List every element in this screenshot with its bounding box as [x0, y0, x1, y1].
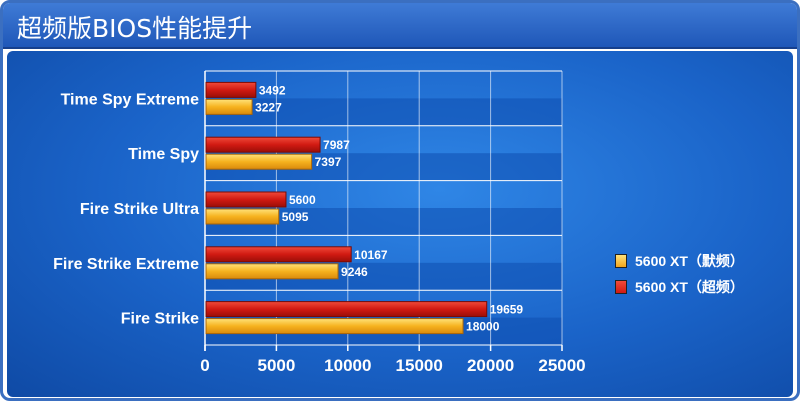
data-label: 3492: [259, 83, 286, 97]
bar-overclock: [205, 191, 287, 208]
data-label: 19659: [490, 303, 524, 317]
category-label: Fire Strike Extreme: [53, 256, 199, 273]
bar-default: [205, 318, 464, 335]
chart-title: 超频版BIOS性能提升: [17, 14, 253, 43]
bar-default: [205, 263, 339, 280]
x-tick-label: 5000: [257, 356, 295, 375]
x-tick-label: 10000: [324, 356, 371, 375]
x-tick-label: 20000: [467, 356, 514, 375]
data-label: 5095: [282, 210, 309, 224]
x-tick-label: 15000: [396, 356, 443, 375]
data-label: 7397: [315, 155, 342, 169]
legend-label-overclock: 5600 XT（超频）: [635, 279, 744, 295]
title-bar: 超频版BIOS性能提升: [3, 3, 797, 49]
data-label: 7987: [323, 138, 350, 152]
bar-overclock: [205, 246, 352, 263]
category-label: Time Spy Extreme: [61, 91, 200, 108]
legend-swatch-default: [615, 254, 627, 268]
legend-swatch-overclock: [615, 280, 627, 294]
category-label: Fire Strike Ultra: [80, 201, 199, 218]
data-label: 18000: [466, 320, 500, 334]
bar-overclock: [205, 81, 257, 98]
data-label: 10167: [354, 248, 388, 262]
x-tick-label: 0: [200, 356, 209, 375]
category-label: Fire Strike: [121, 311, 199, 328]
legend: 5600 XT（默频） 5600 XT（超频）: [615, 251, 744, 303]
legend-label-default: 5600 XT（默频）: [635, 253, 744, 269]
bar-default: [205, 153, 313, 170]
x-tick-label: 25000: [538, 356, 585, 375]
bar-overclock: [205, 301, 488, 318]
row-band: [205, 98, 562, 126]
bar-default: [205, 208, 280, 225]
bar-overclock: [205, 136, 321, 153]
category-label: Time Spy: [128, 146, 199, 163]
legend-item-default: 5600 XT（默频）: [615, 251, 744, 271]
bar-default: [205, 98, 253, 115]
data-label: 3227: [255, 100, 282, 114]
legend-item-overclock: 5600 XT（超频）: [615, 277, 744, 297]
data-label: 9246: [341, 265, 368, 279]
plot-panel: 0 5000 10000 15000 20000 25000 Time Spy Extrem…: [7, 51, 793, 397]
data-label: 5600: [289, 193, 316, 207]
bar-chart: 0 5000 10000 15000 20000 25000 Time Spy Extrem…: [53, 70, 586, 375]
